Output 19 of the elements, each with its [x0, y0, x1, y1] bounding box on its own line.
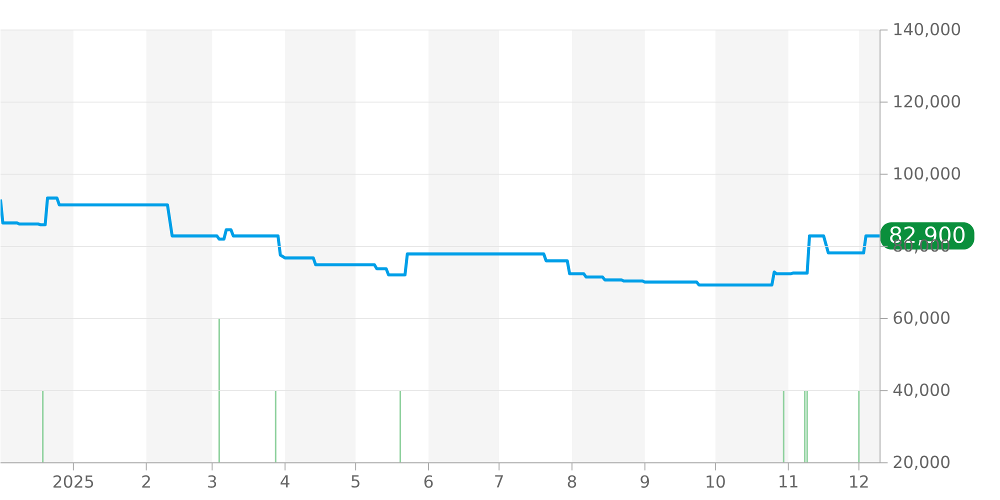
x-tick-label: 11 [780, 475, 798, 488]
x-tick-label: 4 [280, 475, 290, 488]
y-tick-label: 60,000 [894, 312, 950, 326]
y-tick-label: 140,000 [894, 22, 960, 38]
x-tick-label: 5 [352, 475, 360, 488]
y-tick-label: 40,000 [893, 384, 950, 398]
x-tick-label: 7 [495, 475, 503, 488]
x-tick-label: 8 [568, 475, 576, 488]
line-series [0, 196, 880, 287]
x-tick-label: 10 [706, 475, 725, 488]
y-tick-label: 20,000 [894, 456, 950, 470]
x-tick-label: 2 [142, 475, 150, 488]
y-tick-label: 120,000 [894, 95, 960, 110]
x-tick-label: 6 [424, 475, 433, 488]
y-tick-label: 100,000 [894, 167, 960, 182]
x-tick-label: 3 [208, 475, 216, 488]
x-tick-label: 12 [850, 475, 868, 488]
x-tick-label: 9 [640, 475, 649, 488]
x-tick-label: 2025 [53, 475, 94, 488]
